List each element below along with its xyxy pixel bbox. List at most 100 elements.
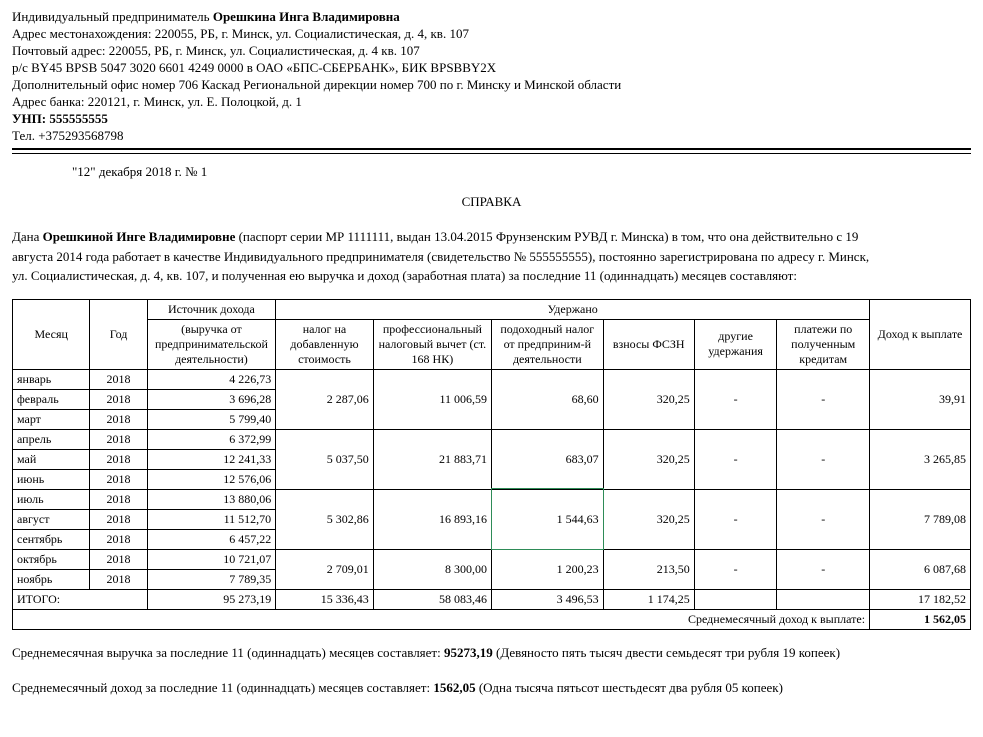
summary-block: Среднемесячная выручка за последние 11 (…	[12, 644, 971, 697]
cell-income-tax: 683,07	[492, 429, 604, 489]
cell-year: 2018	[90, 529, 147, 549]
col-year: Год	[90, 299, 147, 369]
col-source-top: Источник дохода	[147, 299, 276, 319]
body-p1a: Дана	[12, 229, 43, 244]
address-location: Адрес местонахождения: 220055, РБ, г. Ми…	[12, 26, 971, 42]
col-source-sub: (выручка от предпринимательской деятельн…	[147, 319, 276, 369]
cell-vat: 5 302,86	[276, 489, 374, 549]
total-fszn: 1 174,25	[603, 589, 694, 609]
cell-month: сентябрь	[13, 529, 90, 549]
cell-year: 2018	[90, 569, 147, 589]
cell-payout: 7 789,08	[870, 489, 971, 549]
summary-1-value: 95273,19	[444, 645, 493, 660]
cell-year: 2018	[90, 549, 147, 569]
cell-source: 5 799,40	[147, 409, 276, 429]
cell-year: 2018	[90, 369, 147, 389]
cell-month: май	[13, 449, 90, 469]
cell-month: июнь	[13, 469, 90, 489]
body-paragraph-3: ул. Социалистическая, д. 4, кв. 107, и п…	[12, 267, 971, 285]
summary-2a: Среднемесячный доход за последние 11 (од…	[12, 680, 433, 695]
table-average-row: Среднемесячный доход к выплате: 1 562,05	[13, 609, 971, 629]
body-p1-name: Орешкиной Инге Владимировне	[43, 229, 236, 244]
cell-income-tax: 68,60	[492, 369, 604, 429]
cell-credit: -	[777, 489, 870, 549]
cell-source: 10 721,07	[147, 549, 276, 569]
telephone: Тел. +375293568798	[12, 128, 971, 144]
table-row: октябрь 2018 10 721,07 2 709,01 8 300,00…	[13, 549, 971, 569]
avg-label: Среднемесячный доход к выплате:	[13, 609, 870, 629]
cell-fszn: 320,25	[603, 369, 694, 429]
cell-source: 3 696,28	[147, 389, 276, 409]
total-label: ИТОГО:	[13, 589, 148, 609]
col-payout: Доход к выплате	[870, 299, 971, 369]
col-other: другие удержания	[694, 319, 777, 369]
body-p1b: (паспорт серии МР 1111111, выдан 13.04.2…	[235, 229, 858, 244]
col-deduction: профессиональный налоговый вычет (ст. 16…	[373, 319, 491, 369]
col-income-tax: подоходный налог от предприним-й деятель…	[492, 319, 604, 369]
cell-month: март	[13, 409, 90, 429]
header-name-line: Индивидуальный предприниматель Орешкина …	[12, 9, 971, 25]
cell-year: 2018	[90, 469, 147, 489]
cell-year: 2018	[90, 509, 147, 529]
table-total-row: ИТОГО: 95 273,19 15 336,43 58 083,46 3 4…	[13, 589, 971, 609]
divider	[12, 148, 971, 154]
cell-payout: 39,91	[870, 369, 971, 429]
document-title: СПРАВКА	[12, 194, 971, 210]
cell-fszn: 320,25	[603, 489, 694, 549]
cell-deduct: 11 006,59	[373, 369, 491, 429]
cell-year: 2018	[90, 409, 147, 429]
cell-year: 2018	[90, 449, 147, 469]
cell-other: -	[694, 489, 777, 549]
cell-month: февраль	[13, 389, 90, 409]
cell-other: -	[694, 429, 777, 489]
col-vat: налог на добавленную стоимость	[276, 319, 374, 369]
total-income-tax: 3 496,53	[492, 589, 604, 609]
cell-credit: -	[777, 549, 870, 589]
cell-fszn: 213,50	[603, 549, 694, 589]
total-payout: 17 182,52	[870, 589, 971, 609]
cell-source: 12 241,33	[147, 449, 276, 469]
cell-source: 13 880,06	[147, 489, 276, 509]
cell-source: 11 512,70	[147, 509, 276, 529]
cell-income-tax-selected[interactable]: 1 544,63	[492, 489, 604, 549]
cell-month: апрель	[13, 429, 90, 449]
cell-year: 2018	[90, 489, 147, 509]
cell-deduct: 21 883,71	[373, 429, 491, 489]
total-credit	[777, 589, 870, 609]
summary-line-1: Среднемесячная выручка за последние 11 (…	[12, 644, 971, 662]
total-deduct: 58 083,46	[373, 589, 491, 609]
col-fszn: взносы ФСЗН	[603, 319, 694, 369]
summary-line-2: Среднемесячный доход за последние 11 (од…	[12, 679, 971, 697]
cell-deduct: 8 300,00	[373, 549, 491, 589]
summary-2-value: 1562,05	[433, 680, 475, 695]
summary-1c: (Девяносто пять тысяч двести семьдесят т…	[493, 645, 840, 660]
cell-month: июль	[13, 489, 90, 509]
total-other	[694, 589, 777, 609]
header-prefix: Индивидуальный предприниматель	[12, 9, 213, 24]
cell-credit: -	[777, 369, 870, 429]
cell-fszn: 320,25	[603, 429, 694, 489]
total-vat: 15 336,43	[276, 589, 374, 609]
table-row: апрель 2018 6 372,99 5 037,50 21 883,71 …	[13, 429, 971, 449]
cell-source: 4 226,73	[147, 369, 276, 389]
entrepreneur-name: Орешкина Инга Владимировна	[213, 9, 400, 24]
income-table: Месяц Год Источник дохода Удержано Доход…	[12, 299, 971, 630]
cell-deduct: 16 893,16	[373, 489, 491, 549]
table-row: июль 2018 13 880,06 5 302,86 16 893,16 1…	[13, 489, 971, 509]
cell-vat: 2 709,01	[276, 549, 374, 589]
col-month: Месяц	[13, 299, 90, 369]
summary-1a: Среднемесячная выручка за последние 11 (…	[12, 645, 444, 660]
document-date: "12" декабря 2018 г. № 1	[72, 164, 971, 180]
col-credit: платежи по полученным кредитам	[777, 319, 870, 369]
body-paragraph-1: Дана Орешкиной Инге Владимировне (паспор…	[12, 228, 971, 246]
cell-month: октябрь	[13, 549, 90, 569]
address-postal: Почтовый адрес: 220055, РБ, г. Минск, ул…	[12, 43, 971, 59]
cell-source: 12 576,06	[147, 469, 276, 489]
bank-address: Адрес банка: 220121, г. Минск, ул. Е. По…	[12, 94, 971, 110]
cell-vat: 2 287,06	[276, 369, 374, 429]
cell-other: -	[694, 369, 777, 429]
cell-month: август	[13, 509, 90, 529]
cell-year: 2018	[90, 389, 147, 409]
cell-income-tax: 1 200,23	[492, 549, 604, 589]
cell-credit: -	[777, 429, 870, 489]
